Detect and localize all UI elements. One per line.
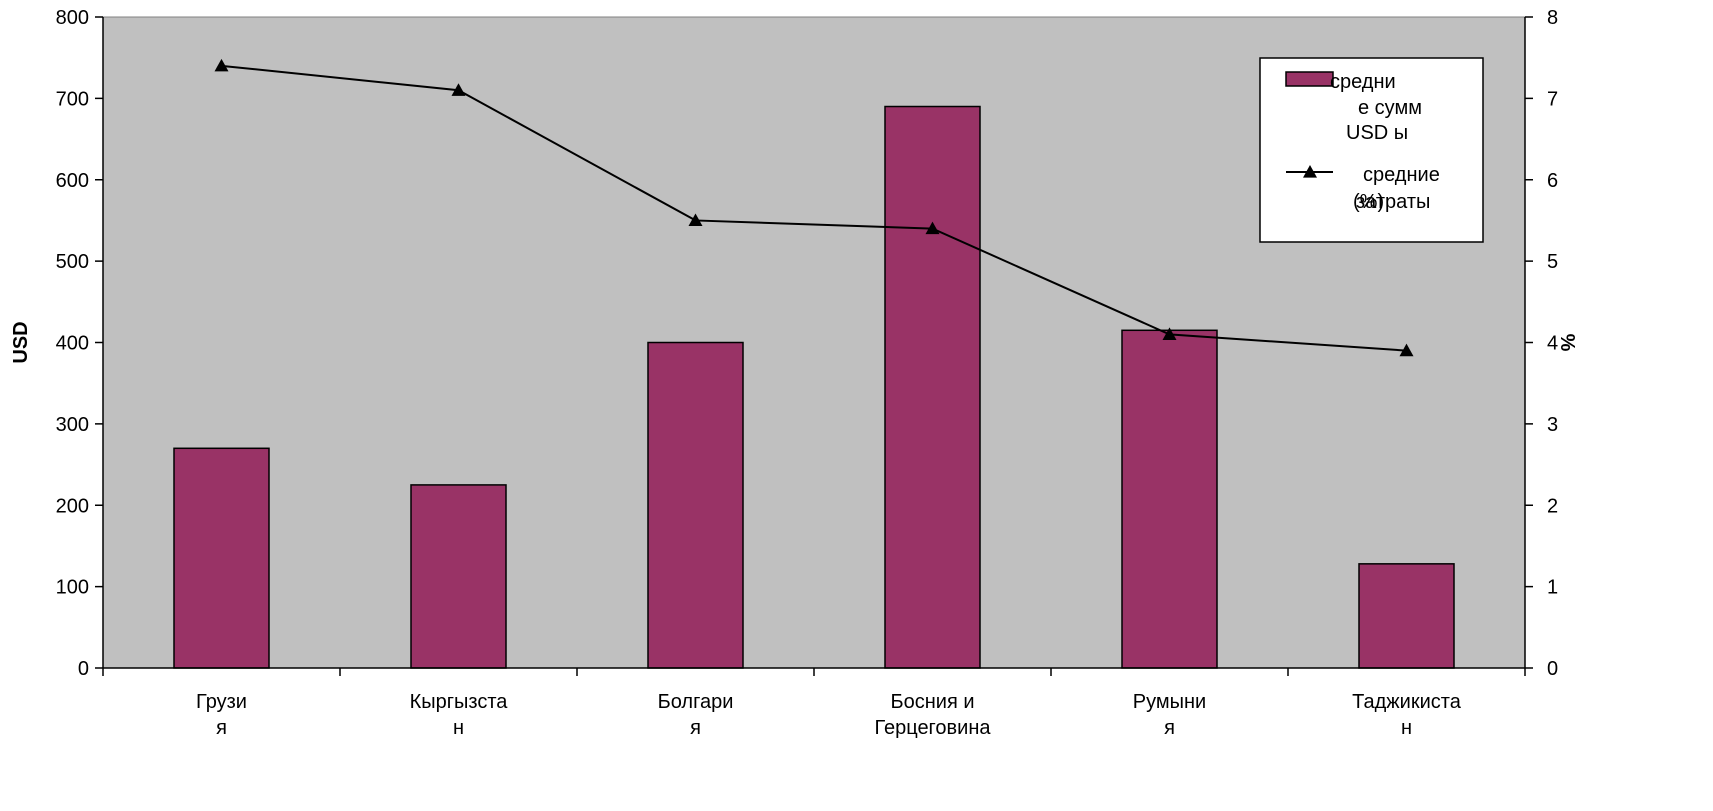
legend-label-line-line-3: (%) bbox=[1353, 191, 1384, 213]
legend-label-line-line-1: средние bbox=[1363, 164, 1440, 186]
bar bbox=[1121, 329, 1218, 669]
labels-layer: 0 100 200 300 400 500 600 700 800 0 1 2 3 4 5 6 7 8 Грузи я… bbox=[56, 7, 1559, 739]
y2-tick-label: 5 bbox=[1547, 251, 1558, 273]
y-tick-label: 0 bbox=[78, 658, 89, 680]
category-label: н bbox=[1401, 717, 1412, 739]
y-tick-label: 600 bbox=[56, 170, 89, 192]
legend-label-bar-line-1: средни bbox=[1330, 71, 1396, 93]
category-label: Герцеговина bbox=[874, 717, 991, 739]
bar bbox=[173, 447, 270, 669]
category-label: я bbox=[690, 717, 701, 739]
category-label: н bbox=[453, 717, 464, 739]
y2-tick-label: 1 bbox=[1547, 577, 1558, 599]
triangle-marker bbox=[451, 83, 466, 96]
legend-label-bar-line-2: е сумм bbox=[1358, 97, 1422, 119]
triangle-marker-icon bbox=[1303, 165, 1317, 178]
triangle-marker bbox=[214, 58, 229, 72]
triangle-marker bbox=[688, 213, 703, 227]
y2-tick-label: 0 bbox=[1547, 658, 1558, 680]
y-tick-label: 200 bbox=[56, 495, 89, 517]
legend-swatch-bar bbox=[1285, 71, 1334, 87]
line-layer bbox=[214, 58, 1414, 357]
bar bbox=[410, 484, 507, 669]
y2-tick-label: 7 bbox=[1547, 88, 1558, 110]
legend-box bbox=[1259, 57, 1484, 243]
y-tick-label: 300 bbox=[56, 414, 89, 436]
y-tick-label: 400 bbox=[56, 333, 89, 355]
bar bbox=[884, 105, 981, 669]
bars-layer bbox=[173, 105, 1455, 669]
y2-tick-label: 2 bbox=[1547, 495, 1558, 517]
bar bbox=[1358, 563, 1455, 669]
legend-label-bar-line-3: USD ы bbox=[1346, 122, 1408, 144]
y2-tick-label: 6 bbox=[1547, 170, 1558, 192]
y-tick-label: 500 bbox=[56, 251, 89, 273]
category-label: Болгари bbox=[658, 691, 734, 713]
y-tick-label: 100 bbox=[56, 577, 89, 599]
category-label: я bbox=[216, 717, 227, 739]
y2-axis-title: % bbox=[1556, 334, 1578, 352]
category-label: я bbox=[1164, 717, 1175, 739]
bar bbox=[647, 341, 744, 669]
y-tick-label: 700 bbox=[56, 88, 89, 110]
category-label: Грузи bbox=[196, 691, 247, 713]
y2-tick-label: 4 bbox=[1547, 333, 1558, 355]
triangle-marker bbox=[925, 221, 940, 235]
category-label: Босния и bbox=[890, 691, 974, 713]
y2-tick-label: 8 bbox=[1547, 7, 1558, 29]
axes-layer bbox=[95, 16, 1533, 676]
y-tick-label: 800 bbox=[56, 7, 89, 29]
triangle-marker bbox=[1162, 327, 1177, 340]
series-line bbox=[221, 64, 1407, 352]
y2-tick-label: 3 bbox=[1547, 414, 1558, 436]
legend: средни е сумм USD ы средние затраты (%) bbox=[1259, 57, 1484, 243]
y-axis-title: USD bbox=[10, 321, 32, 363]
category-label: Таджикиста bbox=[1352, 691, 1462, 713]
category-label: Румыни bbox=[1133, 691, 1206, 713]
triangle-marker bbox=[1399, 343, 1414, 357]
category-label: Кыргызста bbox=[410, 691, 509, 713]
legend-label-line-line-2: затраты bbox=[1356, 191, 1430, 213]
